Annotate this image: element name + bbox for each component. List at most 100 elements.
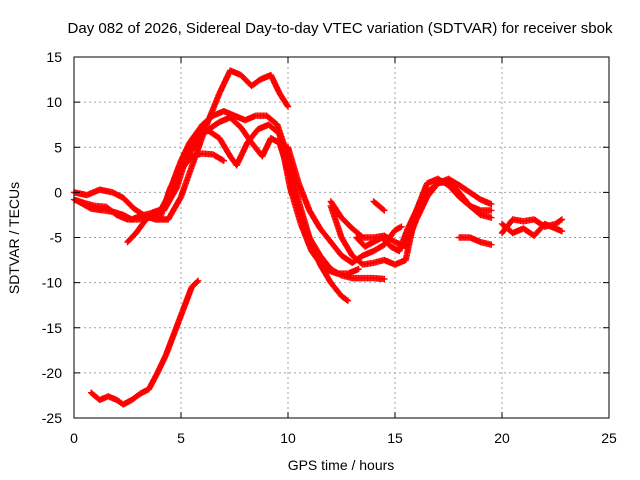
y-axis-label: SDTVAR / TECUs [6,182,22,294]
data-point [466,202,474,210]
data-point [445,175,452,183]
data-point [498,229,506,237]
data-point [105,393,112,400]
data-point [321,265,328,273]
data-point [120,194,127,201]
x-tick-label: 25 [601,430,617,446]
data-point [128,396,135,404]
data-point [256,76,264,83]
data-point [199,121,206,128]
data-point [456,234,463,241]
grid-lines [74,57,609,418]
data-point [188,283,195,291]
data-point [391,227,399,234]
data-point [488,207,495,214]
x-tick-labels: 0 5 10 15 20 25 [70,430,617,446]
data-point [276,130,283,137]
data-point [498,220,506,228]
data-point [205,127,213,135]
data-point [381,207,388,214]
data-point [188,153,195,160]
data-point [173,184,180,192]
data-point [370,259,377,266]
data-point [244,139,251,146]
series-trace-4 [124,121,362,277]
data-point [370,247,377,255]
y-tick-label: 0 [54,184,62,200]
data-point [124,238,131,246]
data-point [209,112,217,119]
y-tick-labels: -25 -20 -15 -10 -5 0 5 10 15 [42,49,62,426]
data-point [162,351,170,359]
chart-title: Day 082 of 2026, Sidereal Day-to-day VTE… [68,20,613,37]
data-point [297,220,305,228]
series-fill-marks [371,199,387,213]
y-tick-label: 5 [54,139,62,155]
data-point [370,238,377,246]
series-fill-marks [457,234,493,248]
data-point [488,214,495,221]
data-point [220,157,227,164]
data-point [233,162,240,169]
data-point [252,112,260,119]
series-trace-1 [70,67,292,223]
data-point [276,89,283,97]
series-trace-6 [87,277,202,408]
data-point [338,252,345,259]
data-point [541,223,548,230]
data-point [338,234,345,241]
data-point [130,205,138,212]
x-tick-label: 20 [494,430,510,446]
data-point [109,189,116,196]
data-point [520,225,527,232]
data-point [509,229,516,237]
data-point [398,223,405,230]
data-point [171,329,178,336]
data-point [349,252,356,259]
data-point [156,216,163,223]
data-point [194,127,202,135]
data-point [194,277,202,285]
data-point [263,112,270,119]
x-tick-label: 15 [387,430,403,446]
data-point [96,186,103,193]
data-point [220,107,227,115]
data-point [334,270,341,277]
data-point [259,153,266,160]
data-point [338,214,345,221]
data-point [558,216,566,223]
data-point [113,396,120,404]
data-point [177,193,185,201]
data-point [381,256,388,264]
series-trace-5 [156,150,227,223]
data-point [391,261,399,268]
data-point [267,71,275,79]
data-point [530,232,538,239]
data-point [466,189,474,196]
y-tick-label: 15 [46,49,62,65]
data-point [242,116,249,124]
data-point [179,306,187,313]
data-point [404,225,412,232]
data-point [530,216,538,223]
data-point [349,225,356,232]
data-point [145,385,153,393]
data-point [396,247,403,255]
data-point [520,218,527,225]
data-point [87,205,95,212]
y-tick-label: -25 [42,410,62,426]
data-point [265,121,272,128]
data-point [327,198,334,205]
data-point [370,274,377,282]
data-point [456,181,463,189]
data-point [477,211,484,219]
data-point [149,209,157,216]
x-tick-label: 5 [177,430,185,446]
data-point [186,139,193,146]
data-point [402,256,409,264]
data-point [167,184,174,192]
data-point [274,121,281,128]
data-point [456,189,463,196]
data-point [466,234,474,241]
data-point [199,150,206,157]
